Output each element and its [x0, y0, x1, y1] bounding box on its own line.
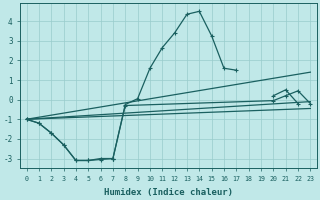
X-axis label: Humidex (Indice chaleur): Humidex (Indice chaleur): [104, 188, 233, 197]
